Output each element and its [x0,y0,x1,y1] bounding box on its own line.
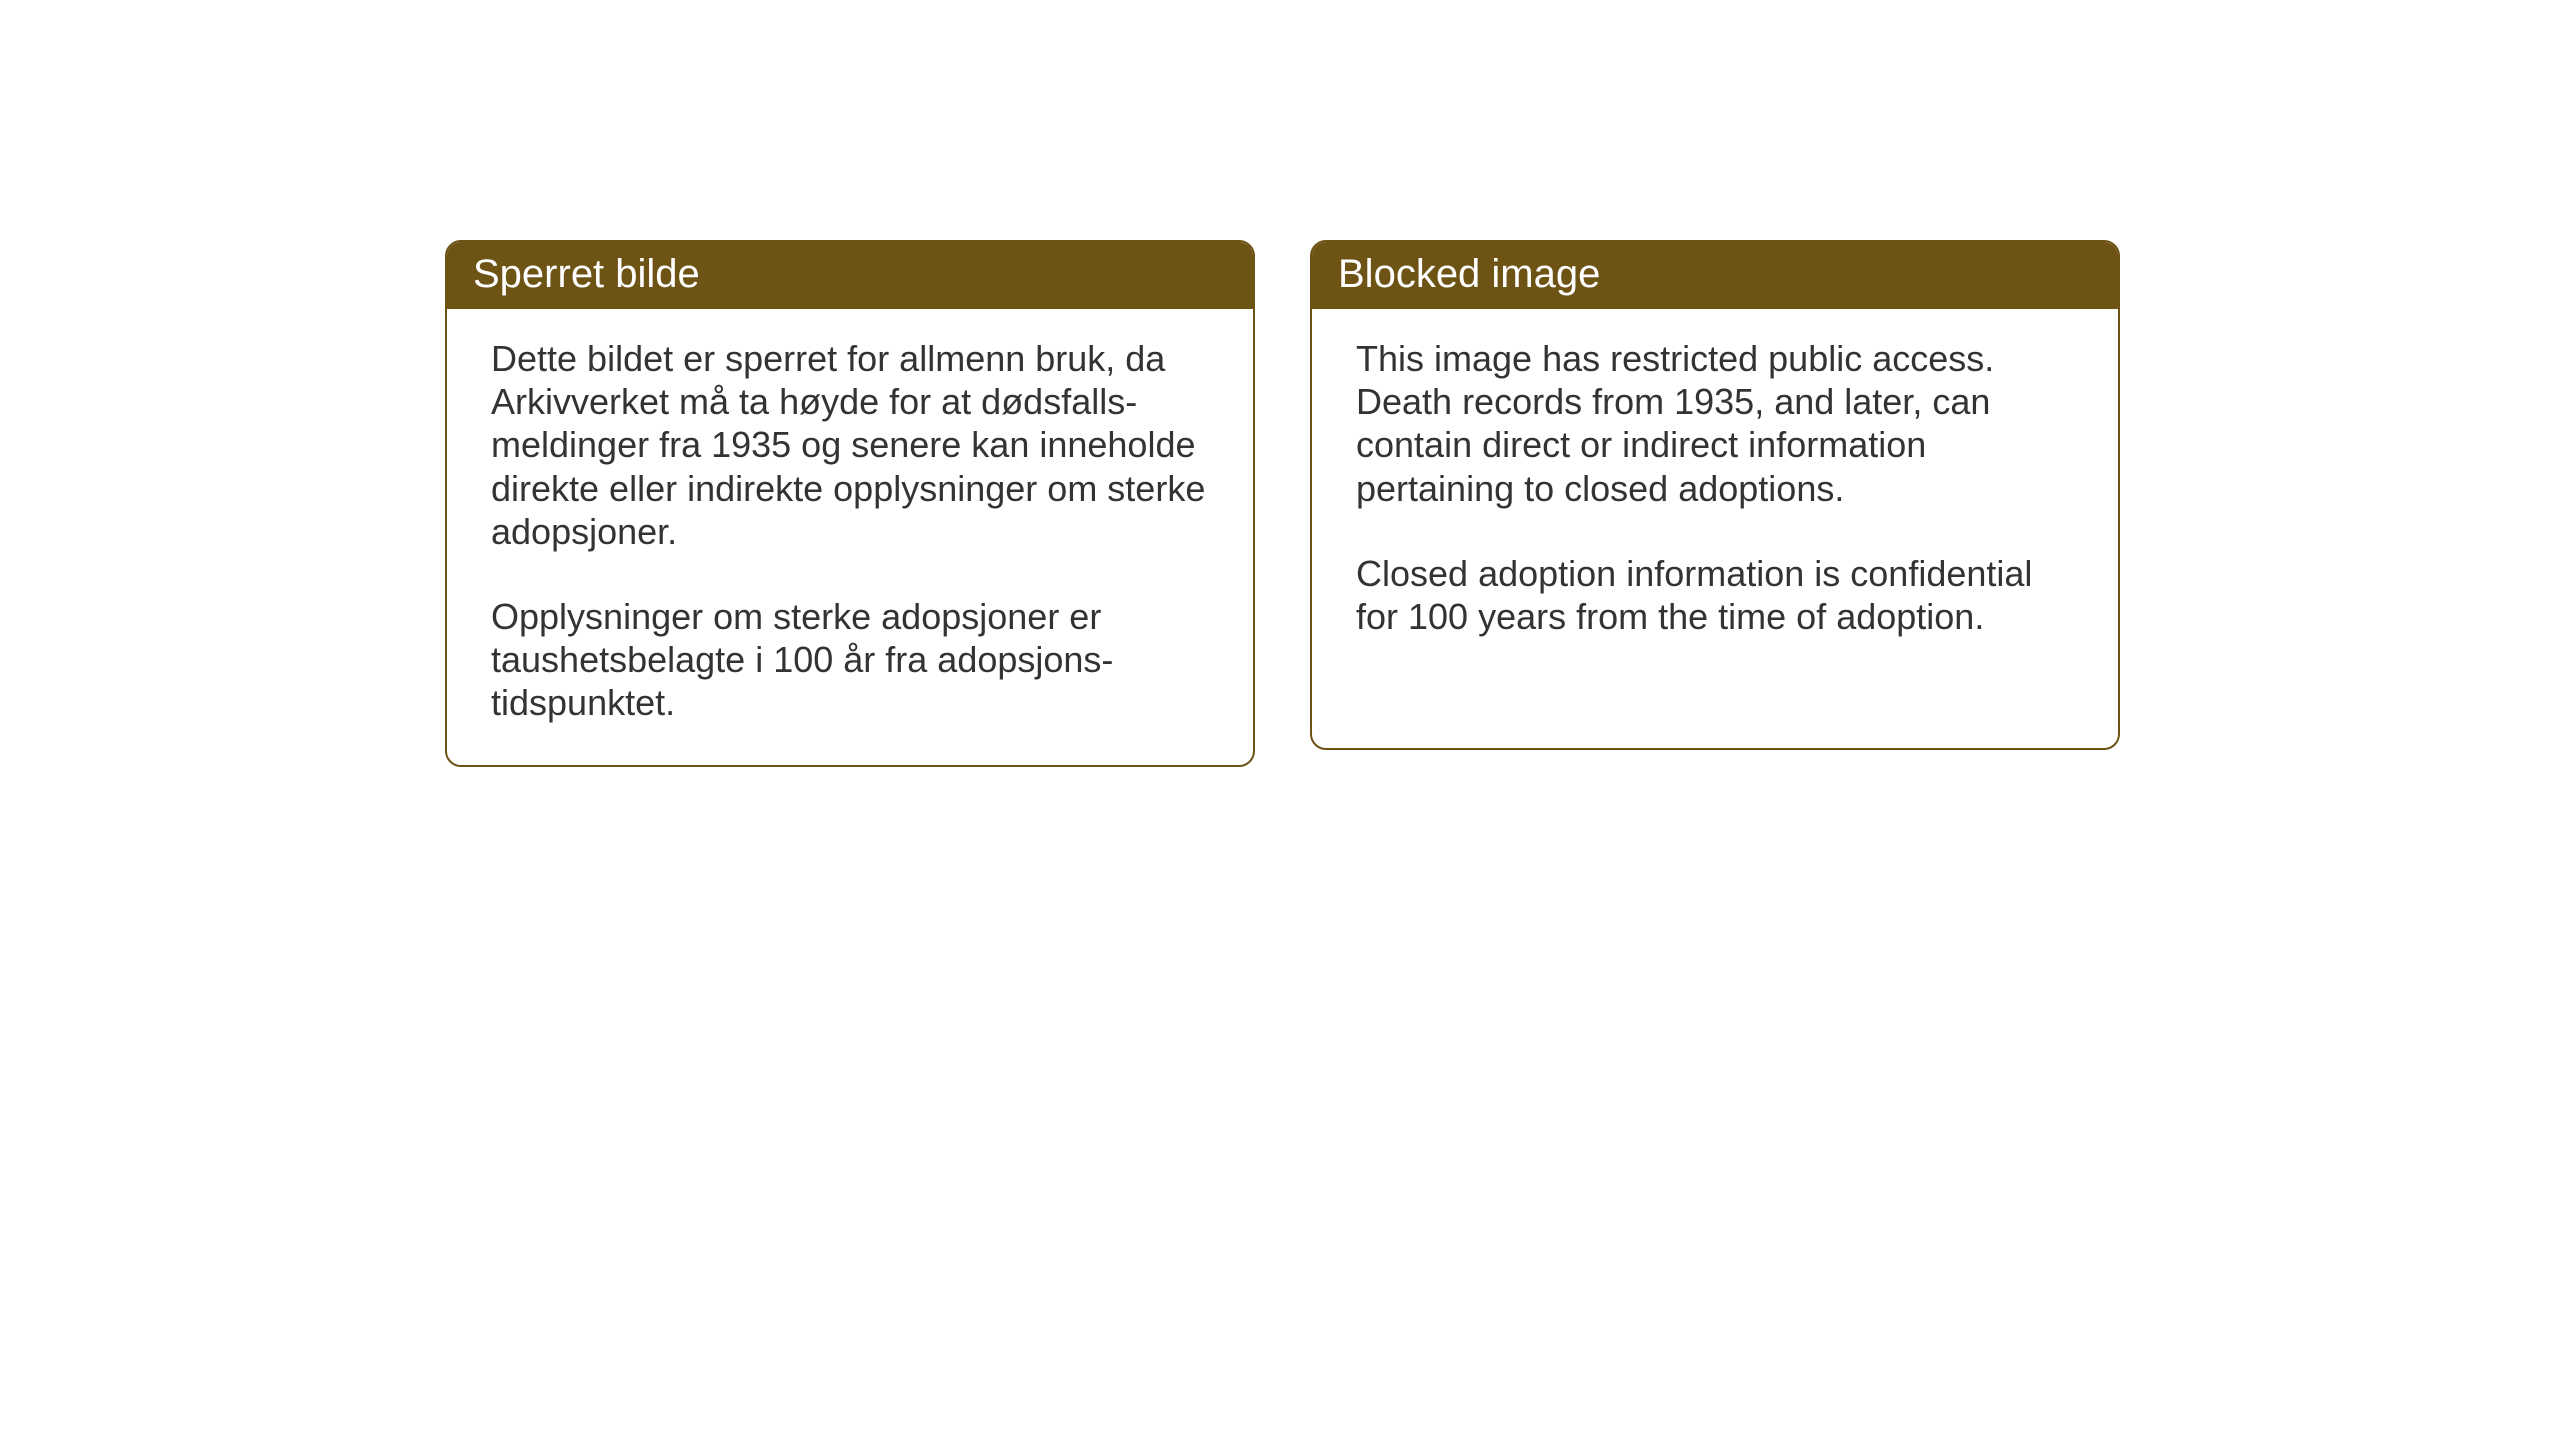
notice-container: Sperret bilde Dette bildet er sperret fo… [445,240,2120,767]
notice-title-norwegian: Sperret bilde [473,252,700,296]
notice-body-english: This image has restricted public access.… [1312,309,2118,678]
notice-header-english: Blocked image [1312,242,2118,309]
notice-title-english: Blocked image [1338,252,1600,296]
notice-header-norwegian: Sperret bilde [447,242,1253,309]
notice-card-norwegian: Sperret bilde Dette bildet er sperret fo… [445,240,1255,767]
notice-paragraph1-norwegian: Dette bildet er sperret for allmenn bruk… [491,337,1209,553]
notice-paragraph2-norwegian: Opplysninger om sterke adopsjoner er tau… [491,595,1209,725]
notice-card-english: Blocked image This image has restricted … [1310,240,2120,750]
notice-paragraph2-english: Closed adoption information is confident… [1356,552,2074,638]
notice-paragraph1-english: This image has restricted public access.… [1356,337,2074,510]
notice-body-norwegian: Dette bildet er sperret for allmenn bruk… [447,309,1253,765]
